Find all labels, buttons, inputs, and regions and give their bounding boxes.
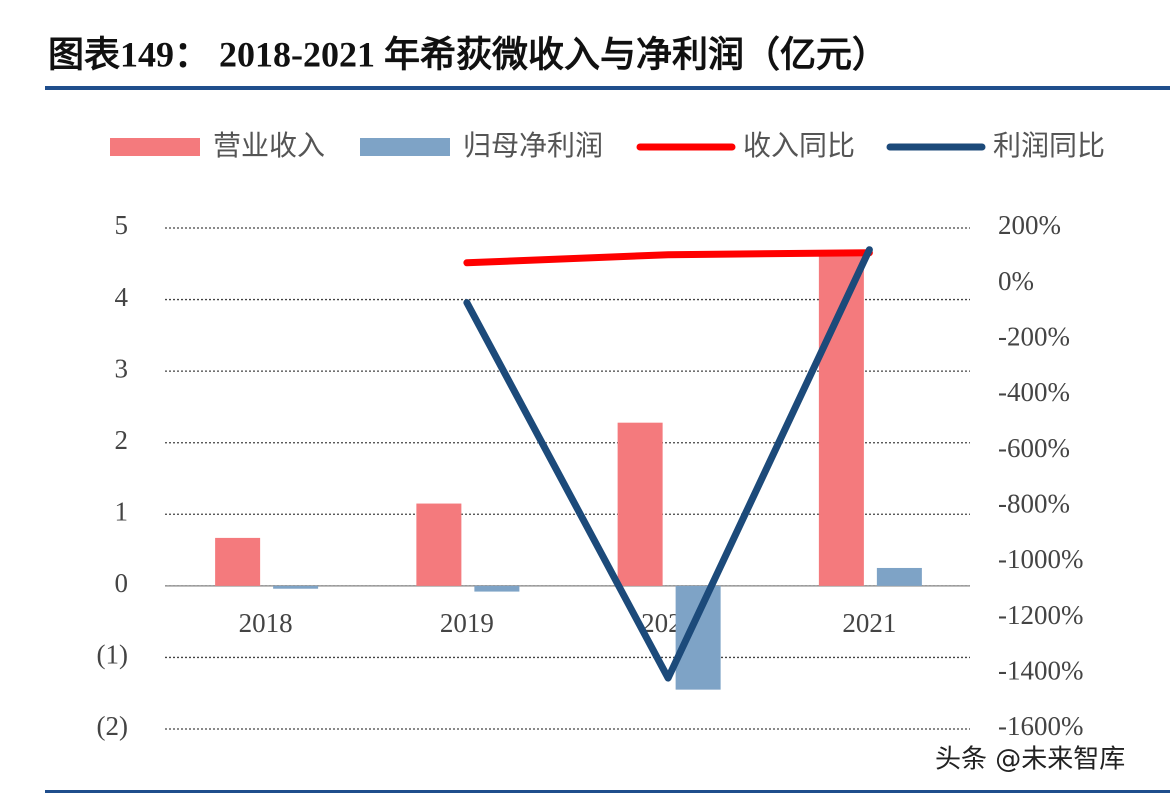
legend-label: 归母净利润 bbox=[463, 129, 603, 162]
y-tick-label: (2) bbox=[97, 711, 128, 741]
y-tick-label: 2 bbox=[115, 425, 129, 455]
bar bbox=[876, 567, 922, 586]
line bbox=[463, 249, 873, 267]
bar bbox=[617, 422, 663, 586]
legend-label: 利润同比 bbox=[993, 129, 1105, 162]
y-tick-label: 4 bbox=[115, 282, 129, 312]
bar bbox=[273, 585, 319, 589]
x-tick-label: 2019 bbox=[440, 608, 494, 638]
bar bbox=[675, 585, 721, 690]
legend-swatch bbox=[110, 138, 200, 156]
x-tick-label: 2018 bbox=[239, 608, 293, 638]
title-rule bbox=[45, 86, 1170, 90]
y2-tick-label: -600% bbox=[998, 433, 1070, 463]
line bbox=[463, 246, 873, 682]
y2-tick-label: -1400% bbox=[998, 656, 1083, 686]
y-tick-label: 5 bbox=[115, 210, 129, 240]
legend-label: 收入同比 bbox=[743, 129, 855, 162]
watermark: 头条 @未来智库 bbox=[935, 745, 1125, 775]
y-tick-label: 3 bbox=[115, 353, 129, 383]
chart-title: 图表149： 2018-2021 年希荻微收入与净利润（亿元） bbox=[48, 34, 888, 74]
bar bbox=[215, 537, 261, 586]
y2-tick-label: -800% bbox=[998, 489, 1070, 519]
y2-tick-label: -1200% bbox=[998, 600, 1083, 630]
y2-tick-label: -1600% bbox=[998, 711, 1083, 741]
y2-tick-label: 0% bbox=[998, 266, 1034, 296]
x-tick-label: 2021 bbox=[842, 608, 896, 638]
legend-label: 营业收入 bbox=[213, 129, 325, 162]
y-tick-label: 0 bbox=[115, 568, 129, 598]
y-tick-label: (1) bbox=[97, 640, 128, 670]
bar bbox=[416, 503, 462, 586]
bottom-rule bbox=[45, 790, 1170, 793]
y2-tick-label: 200% bbox=[998, 210, 1061, 240]
legend-swatch bbox=[360, 138, 450, 156]
bar bbox=[474, 585, 520, 592]
y2-tick-label: -400% bbox=[998, 377, 1070, 407]
y-tick-label: 1 bbox=[115, 496, 129, 526]
y2-tick-label: -1000% bbox=[998, 544, 1083, 574]
y2-tick-label: -200% bbox=[998, 322, 1070, 352]
